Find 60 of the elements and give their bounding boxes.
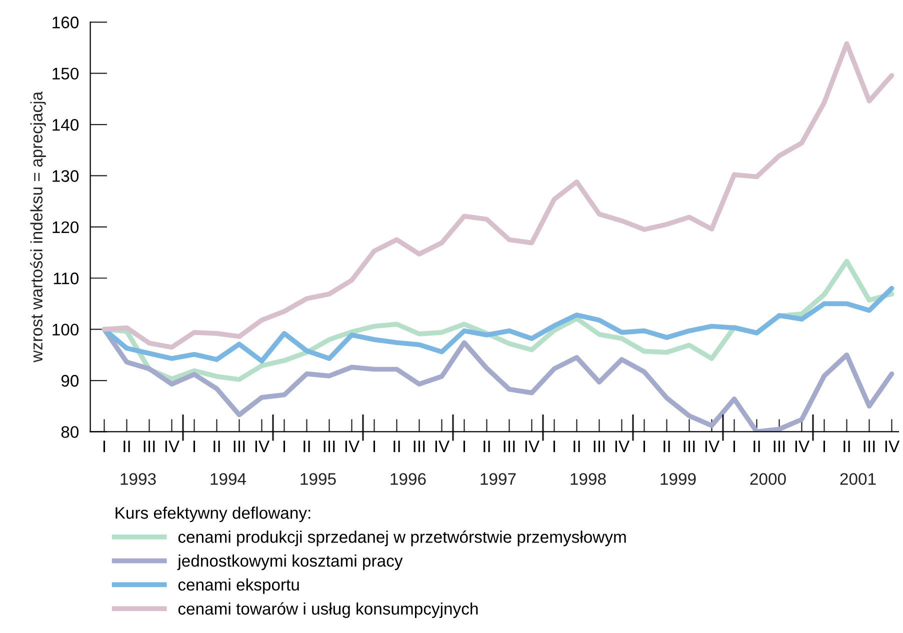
x-tick-label: II xyxy=(484,440,490,452)
text: 1994 xyxy=(210,473,246,485)
x-tick-label: II xyxy=(394,440,400,452)
x-tick-label: I xyxy=(283,440,286,452)
y-tick-label: 80 xyxy=(61,426,79,438)
text: 1996 xyxy=(390,473,426,485)
text: 1997 xyxy=(480,473,516,485)
y-tick-label: 140 xyxy=(52,118,79,131)
x-tick-label: III xyxy=(144,440,155,452)
x-tick-label: II xyxy=(844,440,850,452)
x-tick-label: I xyxy=(643,440,646,452)
x-tick-label: III xyxy=(504,440,515,452)
x-tick-label: IV xyxy=(255,440,270,452)
x-tick-label: I xyxy=(373,440,376,452)
x-tick-label: IV xyxy=(345,440,360,452)
x-tick-label: I xyxy=(193,440,196,452)
x-tick-label: IV xyxy=(165,440,180,452)
x-tick-label: III xyxy=(864,440,875,452)
y-tick-label: 130 xyxy=(52,170,79,182)
legend-label: cenami towarów i usług konsumpcyjnych xyxy=(178,602,478,618)
x-tick-label: II xyxy=(574,440,580,452)
x-tick-label: II xyxy=(754,440,760,452)
x-tick-label: III xyxy=(774,440,785,452)
x-tick-label: IV xyxy=(705,440,720,452)
x-tick-label: III xyxy=(414,440,425,452)
y-tick-label: 100 xyxy=(52,324,79,336)
y-tick-label: 110 xyxy=(54,272,79,284)
legend-title: Kurs efektywny deflowany: xyxy=(116,506,310,522)
text: 1993 xyxy=(120,473,156,485)
x-tick-label: III xyxy=(594,440,605,452)
x-tick-label: IV xyxy=(885,440,900,452)
text: 1995 xyxy=(300,473,336,485)
x-tick-label: I xyxy=(553,440,556,452)
x-tick-label: III xyxy=(684,440,695,452)
x-tick-label: I xyxy=(733,440,736,452)
x-tick-label: IV xyxy=(795,440,810,452)
x-tick-label: II xyxy=(304,440,310,452)
text: 2000 xyxy=(750,473,786,485)
y-tick-label: 120 xyxy=(52,221,79,234)
x-tick-label: III xyxy=(234,440,245,452)
x-tick-label: II xyxy=(214,440,220,452)
text: 1998 xyxy=(570,473,606,485)
legend-label: cenami produkcji sprzedanej w przetwórstwie przemysłowym xyxy=(178,530,626,546)
y-axis-title: wzrost wartości indeksu = aprecjacja xyxy=(30,91,46,362)
x-tick-label: I xyxy=(463,440,466,452)
x-tick-label: IV xyxy=(435,440,450,452)
x-tick-label: IV xyxy=(525,440,540,452)
y-tick-label: 150 xyxy=(52,68,79,80)
x-tick-label: IV xyxy=(615,440,630,452)
x-tick-label: III xyxy=(324,440,335,452)
x-tick-label: II xyxy=(124,440,130,452)
legend-label: jednostkowymi kosztami pracy xyxy=(177,554,403,570)
x-tick-label: I xyxy=(103,440,106,452)
x-tick-label: I xyxy=(823,440,826,452)
x-tick-label: II xyxy=(664,440,670,452)
y-tick-label: 160 xyxy=(52,16,79,28)
text: 2001 xyxy=(840,473,876,485)
y-tick-label: 90 xyxy=(61,374,79,387)
legend-label: cenami eksportu xyxy=(178,578,299,594)
text: 1999 xyxy=(660,473,696,485)
